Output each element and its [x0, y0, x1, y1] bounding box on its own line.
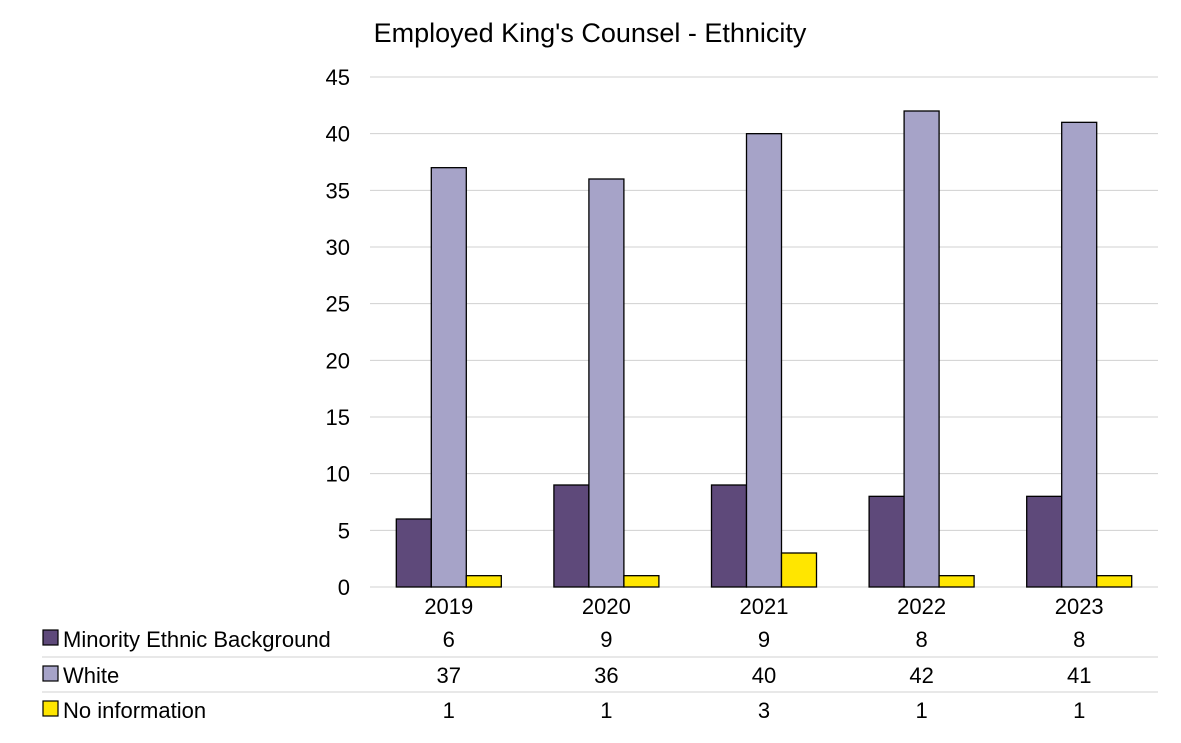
bar-no-information-2019 [465, 575, 502, 588]
y-tick-label: 10 [326, 462, 350, 487]
legend-swatch [42, 665, 59, 682]
bar-white-2022 [903, 110, 940, 588]
bar-white-2023 [1061, 121, 1098, 588]
legend-label: Minority Ethnic Background [63, 627, 331, 652]
table-value: 8 [915, 627, 927, 652]
bar-minority-ethnic-background-2020 [553, 484, 590, 588]
table-value: 1 [915, 698, 927, 723]
bar-minority-ethnic-background-2019 [395, 518, 432, 588]
x-tick-label: 2023 [1055, 594, 1104, 619]
table-value: 36 [594, 663, 618, 688]
table-value: 41 [1067, 663, 1091, 688]
table-value: 9 [600, 627, 612, 652]
x-tick-label: 2022 [897, 594, 946, 619]
bar-white-2021 [745, 133, 783, 588]
legend-label: White [63, 663, 119, 688]
chart-title: Employed King's Counsel - Ethnicity [374, 18, 807, 48]
y-axis-ticks: 0 5 10 15 20 25 30 35 40 45 [326, 65, 350, 600]
bar-minority-ethnic-background-2023 [1026, 495, 1063, 588]
data-table: Minority Ethnic Background 6 9 9 8 8 White 37 36… [42, 627, 1158, 723]
bar-minority-ethnic-background-2022 [868, 495, 905, 588]
bar-no-information-2023 [1096, 575, 1133, 588]
y-tick-label: 0 [338, 575, 350, 600]
table-value: 3 [758, 698, 770, 723]
table-value: 1 [1073, 698, 1085, 723]
table-value: 40 [752, 663, 776, 688]
legend-label: No information [63, 698, 206, 723]
table-value: 8 [1073, 627, 1085, 652]
table-value: 1 [443, 698, 455, 723]
bar-minority-ethnic-background-2021 [710, 484, 748, 588]
y-tick-label: 35 [326, 178, 350, 203]
legend-swatch [42, 700, 59, 717]
table-value: 42 [909, 663, 933, 688]
y-tick-label: 30 [326, 235, 350, 260]
bar-no-information-2020 [623, 575, 660, 588]
table-value: 37 [437, 663, 461, 688]
legend-swatch [42, 629, 59, 646]
x-axis-ticks: 2019 2020 2021 2022 2023 [424, 594, 1103, 619]
bar-white-2019 [430, 167, 467, 588]
bar-white-2020 [588, 178, 625, 588]
y-tick-label: 20 [326, 348, 350, 373]
x-tick-label: 2020 [582, 594, 631, 619]
y-tick-label: 25 [326, 292, 350, 317]
table-value: 1 [600, 698, 612, 723]
table-value: 9 [758, 627, 770, 652]
y-tick-label: 40 [326, 122, 350, 147]
x-tick-label: 2021 [740, 594, 789, 619]
y-tick-label: 45 [326, 65, 350, 90]
bars [395, 110, 1133, 588]
bar-no-information-2021 [780, 552, 818, 588]
x-tick-label: 2019 [424, 594, 473, 619]
bar-no-information-2022 [938, 575, 975, 588]
y-tick-label: 15 [326, 405, 350, 430]
y-tick-label: 5 [338, 518, 350, 543]
table-value: 6 [443, 627, 455, 652]
